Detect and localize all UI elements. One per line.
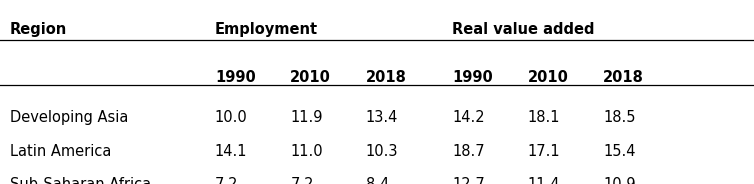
Text: 18.5: 18.5: [603, 110, 636, 125]
Text: 13.4: 13.4: [366, 110, 398, 125]
Text: 2018: 2018: [603, 70, 644, 85]
Text: 1990: 1990: [215, 70, 256, 85]
Text: 7.2: 7.2: [290, 177, 314, 184]
Text: 14.1: 14.1: [215, 144, 247, 159]
Text: Employment: Employment: [215, 22, 318, 37]
Text: 7.2: 7.2: [215, 177, 238, 184]
Text: 18.1: 18.1: [528, 110, 560, 125]
Text: 1990: 1990: [452, 70, 493, 85]
Text: 18.7: 18.7: [452, 144, 485, 159]
Text: 8.4: 8.4: [366, 177, 389, 184]
Text: 2010: 2010: [528, 70, 569, 85]
Text: 2018: 2018: [366, 70, 406, 85]
Text: Region: Region: [10, 22, 67, 37]
Text: 2010: 2010: [290, 70, 331, 85]
Text: Latin America: Latin America: [10, 144, 111, 159]
Text: 11.9: 11.9: [290, 110, 323, 125]
Text: 10.9: 10.9: [603, 177, 636, 184]
Text: 15.4: 15.4: [603, 144, 636, 159]
Text: 11.0: 11.0: [290, 144, 323, 159]
Text: 14.2: 14.2: [452, 110, 485, 125]
Text: 12.7: 12.7: [452, 177, 485, 184]
Text: 10.0: 10.0: [215, 110, 247, 125]
Text: 10.3: 10.3: [366, 144, 398, 159]
Text: Sub-Saharan Africa: Sub-Saharan Africa: [10, 177, 151, 184]
Text: 17.1: 17.1: [528, 144, 560, 159]
Text: Real value added: Real value added: [452, 22, 595, 37]
Text: Developing Asia: Developing Asia: [10, 110, 128, 125]
Text: 11.4: 11.4: [528, 177, 560, 184]
